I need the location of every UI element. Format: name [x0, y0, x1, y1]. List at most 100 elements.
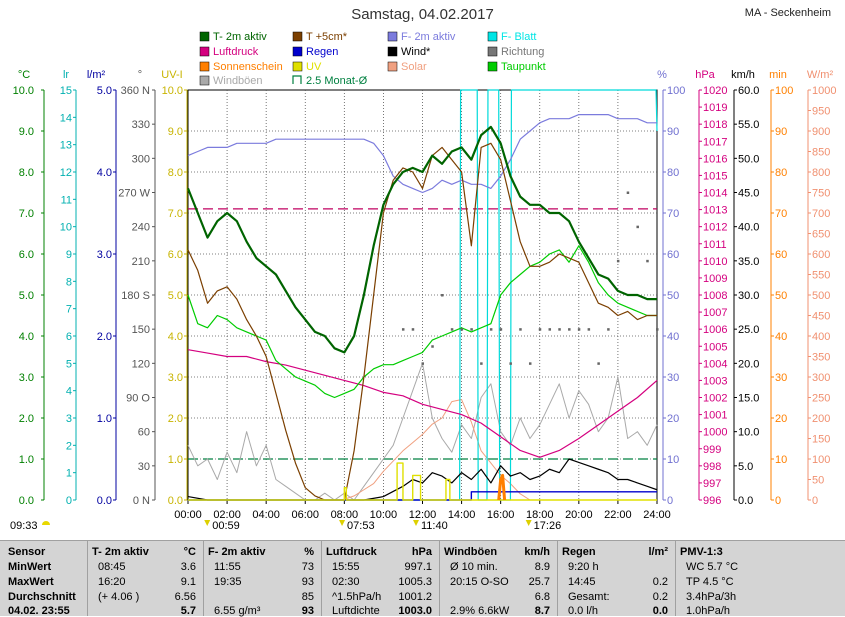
stats-cell-note: Gesamt: — [568, 591, 610, 603]
series-direction-point — [577, 328, 581, 331]
stats-cell-value: 6.56 — [174, 591, 196, 603]
legend-label: Solar — [401, 61, 427, 73]
axis-pressure-tick-label: 1001 — [703, 410, 727, 422]
stats-cell-value: 5.7 — [180, 605, 196, 617]
axis-humidity-tick-label: 80 — [667, 167, 679, 179]
stats-cell-value: 8.9 — [534, 561, 550, 573]
axis-solar-tick-label: 450 — [812, 311, 830, 323]
axis-solar-tick-label: 0 — [812, 495, 818, 507]
stats-column-name: Regen — [562, 546, 596, 558]
series-direction-point — [636, 225, 639, 229]
axis-uvi2-tick-label: 2.0 — [168, 413, 183, 425]
axis-uvi-tick-label: 0 — [66, 495, 72, 507]
axis-wind-tick-label: 50.0 — [738, 153, 759, 165]
axis-solar-tick-label: 1000 — [812, 85, 836, 97]
x-tick-label: 22:00 — [604, 509, 632, 521]
stats-column: Windböen km/h Ø 10 min. 8.9 20:15 O-SO 25.7 6.… — [442, 541, 556, 617]
axis-pressure-tick-label: 1020 — [703, 85, 727, 97]
axis-humidity-tick-label: 10 — [667, 454, 679, 466]
x-tick-label: 12:00 — [409, 509, 437, 521]
stats-cell-note: 9:20 h — [568, 561, 599, 573]
axis-uvi2-tick-label: 10.0 — [162, 85, 183, 97]
axis-temp-tick-label: 8.0 — [19, 167, 34, 179]
axis-temp-tick-label: 7.0 — [19, 208, 34, 220]
legend-label: Richtung — [501, 46, 544, 58]
axis-pressure-tick-label: 1012 — [703, 222, 727, 234]
axis-solar-tick-label: 650 — [812, 229, 830, 241]
legend-label: T- 2m aktiv — [213, 31, 267, 43]
axis-sunshine-tick-label: 50 — [775, 290, 787, 302]
legend-label: T +5cm* — [306, 31, 348, 43]
stats-cell-value: 8.7 — [534, 605, 550, 617]
axis-solar-tick-label: 400 — [812, 331, 830, 343]
axis-uvi-tick-label: 9 — [66, 249, 72, 261]
stats-cell-value: 0.0 — [652, 605, 668, 617]
axis-uvi2-tick-label: 0.0 — [168, 495, 183, 507]
axis-wind-tick-label: 40.0 — [738, 222, 759, 234]
axis-sunshine-tick-label: 30 — [775, 372, 787, 384]
axis-sunshine-tick-label: 10 — [775, 454, 787, 466]
axis-uvi2-label: UV-I — [161, 69, 182, 81]
axis-wind-tick-label: 20.0 — [738, 358, 759, 370]
stats-cell-note: 19:35 — [214, 576, 242, 588]
axis-solar-tick-label: 550 — [812, 270, 830, 282]
axis-direction-tick-label: 30 — [138, 461, 150, 473]
axis-sunshine-label: min — [769, 69, 787, 81]
series-direction-point — [431, 345, 434, 348]
axis-pressure-tick-label: 1011 — [703, 239, 727, 251]
axis-pressure-tick-label: 1015 — [703, 170, 727, 182]
legend-label: UV — [306, 61, 322, 73]
axis-solar-tick-label: 500 — [812, 290, 830, 302]
x-tick-label: 08:00 — [331, 509, 359, 521]
axis-rain-tick-label: 4.0 — [97, 167, 112, 179]
axis-sunshine-tick-label: 70 — [775, 208, 787, 220]
axis-wind-tick-label: 15.0 — [738, 393, 759, 405]
stats-cell-value: 93 — [301, 576, 314, 588]
axis-uvi-tick-label: 10 — [60, 222, 72, 234]
x-tick-label: 24:00 — [643, 509, 671, 521]
axis-temp-tick-label: 6.0 — [19, 249, 34, 261]
axis-uvi-tick-label: 14 — [60, 112, 72, 124]
x-tick-label: 06:00 — [291, 509, 319, 521]
stats-column-unit: km/h — [524, 546, 550, 558]
axis-pressure-tick-label: 1013 — [703, 205, 727, 217]
axis-pressure-tick-label: 1006 — [703, 324, 727, 336]
axis-uvi-tick-label: 1 — [66, 468, 72, 480]
stats-cell-value: 9.1 — [180, 576, 196, 588]
series-direction-point — [558, 328, 561, 331]
legend-swatch — [387, 61, 398, 72]
x-tick-label: 16:00 — [487, 509, 515, 521]
axis-pressure-tick-label: 998 — [703, 461, 721, 473]
x-marker-arrow — [525, 520, 532, 526]
series-leaf-humidity — [188, 89, 658, 501]
x-tick-label: 02:00 — [213, 509, 241, 521]
stats-separator — [439, 541, 440, 616]
stats-cell-note: 20:15 O-SO — [450, 576, 509, 588]
axis-pressure-tick-label: 1003 — [703, 375, 727, 387]
stats-column: Regen l/m² 9:20 h 14:45 0.2 Gesamt: 0.2 0.0 l/h… — [560, 541, 674, 617]
axis-solar-tick-label: 750 — [812, 188, 830, 200]
stats-column-name: Luftdruck — [326, 546, 377, 558]
stats-cell-note: 15:55 — [332, 561, 360, 573]
stats-cell-note: 08:45 — [98, 561, 126, 573]
stats-cell-note: 3.4hPa/3h — [686, 591, 737, 603]
stats-row-label: MaxWert — [8, 576, 54, 588]
axis-uvi-tick-label: 12 — [60, 167, 72, 179]
axis-wind-tick-label: 35.0 — [738, 256, 759, 268]
axis-wind-tick-label: 55.0 — [738, 119, 759, 131]
series-sunshine — [497, 473, 507, 501]
axis-wind-tick-label: 10.0 — [738, 427, 759, 439]
stats-column-unit: % — [304, 546, 314, 558]
stats-row-label: 04.02. 23:55 — [8, 605, 70, 617]
axis-temp-tick-label: 5.0 — [19, 290, 34, 302]
axis-pressure-tick-label: 1005 — [703, 341, 727, 353]
axis-rain-tick-label: 1.0 — [97, 413, 112, 425]
axis-temp-tick-label: 4.0 — [19, 331, 34, 343]
axis-uvi-tick-label: 2 — [66, 440, 72, 452]
axis-direction-tick-label: 150 — [132, 324, 150, 336]
stats-column-unit: l/m² — [648, 546, 668, 558]
axis-solar-tick-label: 150 — [812, 434, 830, 446]
stats-column: PMV-1:3 WC 5.7 °C TP 4.5 °C 3.4hPa/3h 1.0hPa… — [678, 541, 788, 617]
series-direction-point — [411, 328, 415, 331]
axis-humidity-tick-label: 40 — [667, 331, 679, 343]
